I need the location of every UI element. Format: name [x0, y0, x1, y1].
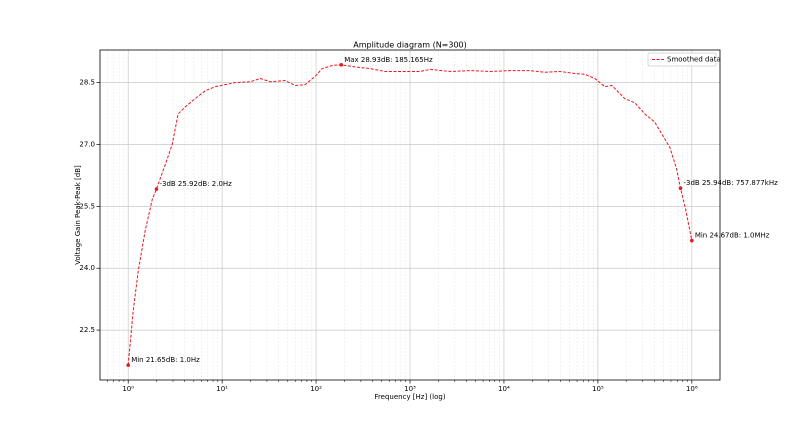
y-axis-label: Voltage Gain Peak-Peak [dB]: [74, 165, 82, 265]
y-tick-label: 27.0: [79, 140, 95, 148]
annotation: Min 21.65dB: 1.0Hz: [131, 356, 200, 364]
y-tick-label: 25.5: [79, 202, 95, 210]
annotation-point: [154, 187, 159, 191]
legend-box: [647, 52, 717, 67]
annotation: -3dB 25.92dB: 2.0Hz: [159, 180, 232, 188]
x-tick-label: 10²: [310, 385, 322, 393]
y-tick-label: 22.5: [79, 326, 95, 334]
x-axis-label: Frequency [Hz] (log): [374, 393, 445, 401]
x-tick-label: 10⁵: [592, 385, 604, 393]
y-tick-label: 28.5: [79, 79, 95, 87]
plot-frame: [99, 49, 721, 381]
legend-label: Smoothed data: [667, 56, 721, 64]
x-tick-label: 10⁴: [498, 385, 510, 393]
y-tick-label: 24.0: [79, 264, 95, 272]
x-tick-label: 10¹: [216, 385, 228, 393]
annotation-point: [678, 186, 683, 190]
annotation: Max 28.93dB: 185.165Hz: [344, 56, 433, 64]
annotation-point: [690, 238, 694, 243]
data-line: [127, 64, 693, 366]
annotation-point: [126, 363, 130, 367]
annotation: Min 24.67dB: 1.0MHz: [695, 232, 770, 240]
annotation-point: [339, 63, 344, 67]
x-tick-label: 10³: [404, 385, 416, 393]
x-tick-label: 10⁶: [686, 385, 698, 393]
legend: Smoothed data: [647, 52, 721, 67]
x-tick-label: 10⁰: [122, 385, 134, 393]
chart-title: Amplitude diagram (N=300): [353, 41, 467, 50]
annotation: -3dB 25.94dB: 757.877kHz: [684, 179, 779, 187]
